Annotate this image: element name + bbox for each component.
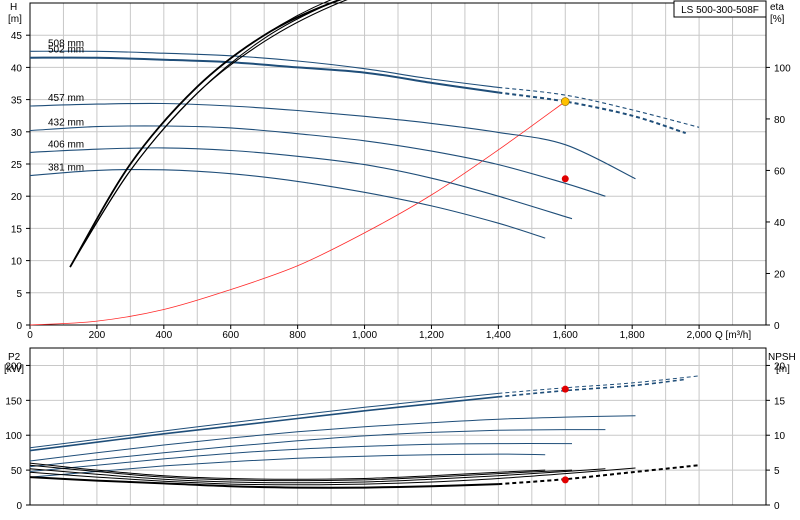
p2-tick-label: 50 [11,466,23,477]
duty-point-efficiency [561,175,569,183]
power-npsh-panel: 0 50 100 150 200 0 5 10 15 20 [5,347,786,512]
npsh-curve-3-solid [29,464,573,482]
eta-tick-label: 100 [774,63,791,74]
eta-tick-label: 40 [774,218,786,229]
h-tick-label: 15 [11,224,23,235]
bottom-plot-frame [29,347,767,506]
x-tick-label: 1,600 [553,330,578,341]
h-tick-label: 5 [16,289,22,300]
p2-tick-label: 100 [5,431,22,442]
power-curve-4-solid [29,443,573,472]
power-curve-1-solid [29,396,499,452]
head-curve-432mm-solid [29,125,606,197]
head-curve-label: 406 mm [48,139,84,150]
h-tick-label: 35 [11,96,23,107]
duty-point-npsh [561,476,569,484]
h-tick-label: 0 [16,321,22,332]
x-tick-label: 600 [222,330,239,341]
h-tick-label: 45 [11,31,23,42]
head-curve-502mm-solid [29,56,499,94]
h-tick-label: 40 [11,63,23,74]
npsh-tick-label: 5 [774,466,780,477]
x-tick-label: 1,000 [352,330,377,341]
head-curve-406mm-solid [29,147,573,220]
x-tick-label: 800 [289,330,306,341]
y-axis-label-h: H [10,2,17,13]
y-axis-unit-p2: [kW] [4,364,24,375]
npsh-tick-label: 15 [774,396,786,407]
npsh-tick-label: 20 [774,361,786,372]
power-curve-2-solid [29,415,636,462]
x-tick-label: 0 [27,330,33,341]
npsh-tick-label: 0 [774,501,780,512]
power-curve-3-solid [29,429,606,468]
head-curve-508mm-solid [29,50,499,88]
x-tick-label: 200 [89,330,106,341]
duty-point-power [561,385,569,393]
chart-title-box: LS 500-300-508F [673,0,767,18]
eta-curve-1-solid [69,0,333,268]
h-tick-label: 20 [11,192,23,203]
x-tick-label: 1,400 [486,330,511,341]
head-curve-381mm-solid [29,168,546,239]
p2-tick-label: 150 [5,396,22,407]
head-curve-label: 502 mm [48,45,84,56]
head-curve-457mm-solid [29,102,636,180]
eta-curve-3-solid [69,0,348,268]
head-curve-502mm-dashed [498,91,687,135]
npsh-curve-1-solid [29,467,636,486]
y-axis-label-eta: eta [770,2,784,13]
y-axis-unit-h: [m] [8,14,22,25]
h-tick-label: 30 [11,128,23,139]
head-curve-label: 508 mm [48,38,84,49]
head-curve-label: 432 mm [48,118,84,129]
eta-tick-label: 60 [774,166,786,177]
x-tick-label: 400 [155,330,172,341]
y-axis-label-npsh: NPSH [768,352,796,363]
h-tick-label: 25 [11,160,23,171]
npsh-curve-0-dashed [498,464,700,486]
system-curve [29,101,566,326]
eta-tick-label: 0 [774,321,780,332]
head-curve-508mm-dashed [498,86,700,128]
npsh-curve-2-solid [29,468,606,484]
npsh-curve-4-solid [29,462,546,480]
head-curve-label: 457 mm [48,93,84,104]
y-axis-unit-eta: [%] [770,14,785,25]
x-tick-label: 1,800 [620,330,645,341]
y-axis-label-p2: P2 [8,352,21,363]
y-axis-unit-npsh: [m] [776,364,790,375]
npsh-curve-0-solid [29,476,499,489]
x-axis-label: Q [m³/h] [715,330,751,341]
eta-tick-label: 80 [774,115,786,126]
power-curve-0-solid [29,392,499,449]
duty-point-head [560,97,570,106]
h-tick-label: 10 [11,257,23,268]
npsh-tick-label: 10 [774,431,786,442]
head-efficiency-panel: 0 200 400 600 800 1,000 1,200 1,400 1,600 1,800 2,… [11,0,791,341]
p2-tick-label: 200 [5,361,22,372]
head-curve-label: 381 mm [48,163,84,174]
chart-title: LS 500-300-508F [681,5,759,16]
x-tick-label: 2,000 [687,330,712,341]
x-tick-label: 1,200 [419,330,444,341]
p2-tick-label: 0 [16,501,22,512]
eta-tick-label: 20 [774,269,786,280]
power-curve-0-dashed [498,375,700,394]
power-curve-1-dashed [498,378,686,398]
power-curve-5-solid [29,453,546,478]
